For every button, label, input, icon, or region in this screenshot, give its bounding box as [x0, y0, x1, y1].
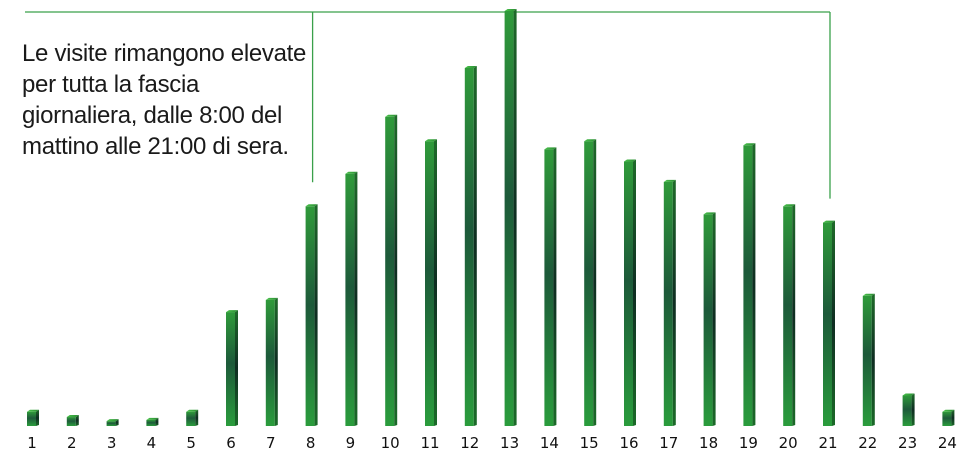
bar-14 — [544, 147, 557, 427]
x-axis-ticks: 1 2 3 4 5 6 7 8 9 10 11 12 13 14 15 16 17 18 19 20 21 22 23 24 — [27, 434, 957, 452]
x-tick-label: 8 — [306, 434, 316, 452]
bar-21 — [823, 220, 835, 426]
x-tick-label: 2 — [67, 434, 77, 452]
bars — [27, 9, 955, 427]
chart-annotation: Le visite rimangono elevate per tutta la… — [22, 40, 307, 160]
bar-20 — [783, 204, 796, 426]
bar-24 — [942, 409, 955, 426]
bar-9 — [345, 171, 358, 426]
bar-8 — [305, 204, 318, 426]
bar-3 — [106, 419, 119, 426]
x-tick-label: 19 — [739, 434, 758, 452]
bar-16 — [624, 159, 636, 426]
x-tick-label: 6 — [226, 434, 236, 452]
bar-13 — [504, 9, 517, 426]
x-tick-label: 1 — [27, 434, 37, 452]
bar-18 — [703, 212, 716, 426]
bracket-lines — [25, 10, 831, 199]
bar-17 — [663, 179, 676, 426]
bar-22 — [862, 293, 875, 426]
bar-12 — [464, 65, 477, 426]
x-tick-label: 4 — [147, 434, 157, 452]
x-tick-label: 21 — [818, 434, 837, 452]
x-tick-label: 9 — [346, 434, 356, 452]
x-tick-label: 12 — [460, 434, 479, 452]
bar-7 — [265, 297, 278, 426]
bar-6 — [226, 310, 238, 426]
x-tick-label: 15 — [580, 434, 599, 452]
x-tick-label: 3 — [107, 434, 117, 452]
x-tick-label: 14 — [540, 434, 559, 452]
x-tick-label: 18 — [699, 434, 718, 452]
x-tick-label: 11 — [420, 434, 439, 452]
bar-4 — [146, 417, 159, 426]
x-tick-label: 24 — [938, 434, 957, 452]
x-tick-label: 5 — [186, 434, 196, 452]
bar-1 — [27, 409, 39, 426]
bar-15 — [584, 139, 597, 426]
x-tick-label: 23 — [898, 434, 917, 452]
x-tick-label: 7 — [266, 434, 276, 452]
x-tick-label: 22 — [858, 434, 877, 452]
x-tick-label: 10 — [381, 434, 400, 452]
bar-11 — [425, 139, 437, 426]
bar-2 — [66, 415, 79, 426]
x-tick-label: 17 — [659, 434, 678, 452]
x-tick-label: 13 — [500, 434, 519, 452]
bar-10 — [385, 114, 398, 427]
x-tick-label: 20 — [779, 434, 798, 452]
bar-5 — [186, 409, 199, 426]
bar-19 — [743, 143, 756, 426]
x-tick-label: 16 — [619, 434, 638, 452]
bar-23 — [902, 393, 915, 426]
